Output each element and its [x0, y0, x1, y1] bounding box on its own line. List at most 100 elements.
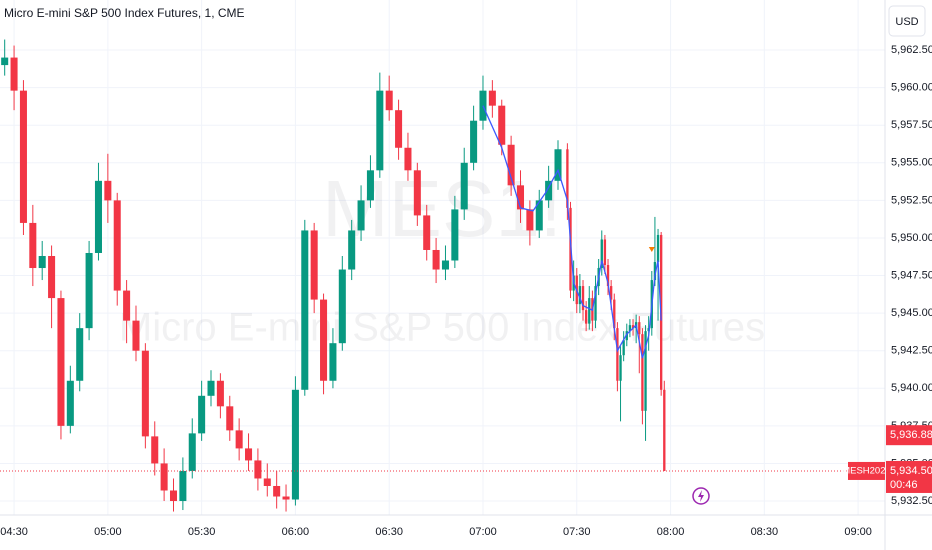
candle-body	[76, 328, 84, 381]
candle-body	[451, 209, 459, 261]
candle-body	[578, 286, 582, 305]
x-tick-label: 08:00	[657, 526, 685, 538]
y-tick-label: 5,947.50	[891, 269, 932, 281]
watermark-description: Micro E-mini S&P 500 Index Futures	[119, 306, 765, 350]
candle-body	[581, 286, 585, 311]
x-tick-label: 08:30	[751, 526, 779, 538]
candle-body	[460, 162, 468, 210]
countdown-label: 00:46	[890, 479, 918, 491]
candle-body	[535, 200, 543, 231]
last-price-name-box	[848, 461, 885, 480]
candle-body	[94, 180, 102, 253]
candle-body	[588, 298, 591, 324]
candle-body	[507, 144, 515, 186]
candle-body	[376, 90, 384, 171]
candle-body	[395, 110, 403, 148]
candle-body	[338, 269, 346, 344]
currency-button[interactable]	[888, 5, 926, 37]
candle-body	[609, 286, 613, 300]
candle-body	[38, 255, 46, 269]
candle-body	[207, 380, 215, 396]
candle-body	[85, 252, 93, 329]
candle-body	[1, 57, 9, 66]
candle-body	[545, 180, 553, 201]
x-tick-label: 05:00	[94, 526, 122, 538]
x-tick-label: 07:30	[563, 526, 591, 538]
candle-body	[301, 230, 309, 390]
candle-body	[656, 234, 660, 263]
candle-body	[141, 350, 149, 437]
candle-body	[310, 230, 318, 300]
candle-body	[169, 490, 178, 502]
candle-body	[641, 334, 644, 411]
x-tick-label: 04:30	[0, 526, 28, 538]
x-tick-label: 07:00	[469, 526, 497, 538]
y-tick-label: 5,952.50	[891, 194, 932, 206]
x-tick-label: 09:00	[844, 526, 872, 538]
y-tick-label: 5,950.00	[891, 232, 932, 244]
last-price-name: MESH2025	[842, 465, 891, 476]
candle-body	[631, 325, 635, 329]
candle-body	[19, 90, 27, 223]
candle-body	[653, 262, 657, 281]
candle-body	[151, 436, 159, 464]
candle-body	[113, 200, 121, 291]
candle-body	[516, 185, 525, 210]
candle-body	[329, 343, 337, 381]
candle-body	[470, 120, 478, 163]
grid	[0, 0, 885, 515]
last-price-box	[886, 460, 932, 493]
candle-body	[179, 470, 187, 502]
candle-body	[432, 249, 440, 270]
candle-body	[57, 298, 65, 426]
signal-marker	[648, 246, 655, 252]
price-label: 5,936.88	[890, 429, 932, 441]
candle-body	[616, 328, 619, 381]
candle-body	[606, 265, 610, 287]
candle-body	[282, 496, 290, 500]
candle-body	[625, 331, 628, 341]
candle-body	[245, 448, 253, 461]
candle-body	[188, 433, 196, 471]
y-tick-label: 5,962.50	[891, 44, 932, 56]
candle-body	[622, 340, 625, 356]
candle-body	[273, 485, 281, 497]
candle-body	[48, 255, 56, 299]
candle-body	[584, 310, 588, 324]
candle-body	[566, 149, 569, 208]
candle-body	[600, 239, 603, 269]
candle-body	[498, 105, 506, 145]
candle-body	[638, 322, 641, 335]
candle-body	[488, 90, 496, 106]
event-icon[interactable]	[692, 487, 710, 505]
axes: 5,932.505,935.005,937.505,940.005,942.50…	[0, 44, 932, 538]
y-tick-label: 5,955.00	[891, 157, 932, 169]
candle-body	[132, 320, 140, 351]
currency-label[interactable]: USD	[895, 16, 918, 28]
candle-body	[423, 215, 431, 250]
candle-body	[441, 260, 449, 270]
candle-body	[320, 299, 328, 381]
candle-body	[235, 430, 243, 449]
candle-body	[216, 380, 224, 407]
last-price-label: 5,934.50	[890, 465, 932, 477]
candle-body	[613, 299, 616, 329]
candle-body	[603, 239, 607, 266]
watermark: MES1! Micro E-mini S&P 500 Index Futures	[119, 164, 765, 349]
candle-body	[348, 230, 356, 270]
candle-body	[226, 406, 234, 431]
candle-body	[385, 90, 393, 111]
event-icon-bolt[interactable]	[698, 490, 704, 502]
y-tick-label: 5,957.50	[891, 119, 932, 131]
y-tick-label: 5,942.50	[891, 345, 932, 357]
candle-body	[663, 389, 666, 471]
candle-body	[254, 460, 262, 479]
candle-body	[404, 147, 412, 171]
price-label-box	[886, 425, 932, 446]
candle-body	[263, 478, 271, 486]
x-tick-label: 06:00	[282, 526, 310, 538]
y-tick-label: 5,945.00	[891, 307, 932, 319]
